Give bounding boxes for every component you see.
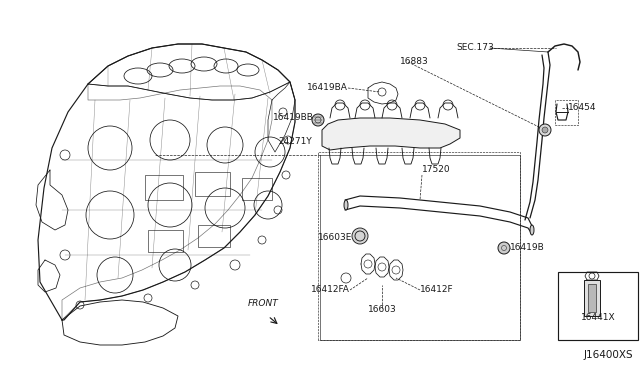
Ellipse shape bbox=[344, 200, 348, 210]
Bar bbox=[584, 280, 600, 316]
Circle shape bbox=[352, 228, 368, 244]
Text: FRONT: FRONT bbox=[248, 299, 279, 308]
Circle shape bbox=[539, 124, 551, 136]
Bar bbox=[558, 272, 638, 340]
Circle shape bbox=[542, 127, 548, 133]
Text: SEC.173: SEC.173 bbox=[456, 44, 493, 52]
Bar bbox=[242, 178, 272, 200]
Bar bbox=[198, 225, 230, 247]
Bar bbox=[145, 175, 183, 200]
Circle shape bbox=[312, 114, 324, 126]
Bar bbox=[148, 230, 183, 252]
Ellipse shape bbox=[530, 225, 534, 235]
Text: 16454: 16454 bbox=[568, 103, 596, 112]
Text: 16419B: 16419B bbox=[510, 244, 545, 253]
Text: 16419BA: 16419BA bbox=[307, 83, 348, 93]
Text: 16603E: 16603E bbox=[317, 234, 352, 243]
Text: 16883: 16883 bbox=[400, 58, 429, 67]
Text: 16412FA: 16412FA bbox=[311, 285, 350, 295]
Bar bbox=[588, 284, 596, 312]
Text: 16419BB: 16419BB bbox=[273, 113, 314, 122]
Text: 17520: 17520 bbox=[422, 166, 451, 174]
Text: 16441X: 16441X bbox=[580, 314, 615, 323]
Circle shape bbox=[498, 242, 510, 254]
Polygon shape bbox=[322, 118, 460, 150]
Text: 24271Y: 24271Y bbox=[278, 138, 312, 147]
Text: J16400XS: J16400XS bbox=[583, 350, 633, 360]
Text: 16603: 16603 bbox=[367, 305, 396, 314]
Text: 16412F: 16412F bbox=[420, 285, 454, 295]
Bar bbox=[195, 172, 230, 196]
